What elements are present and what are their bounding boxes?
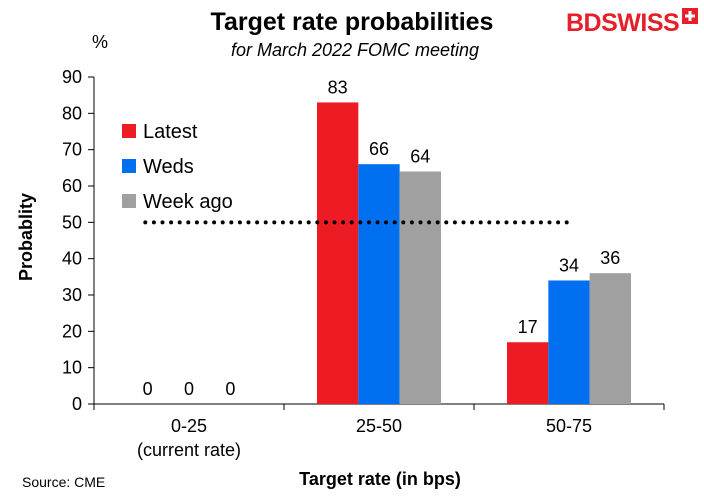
- data-label: 36: [600, 248, 620, 268]
- y-tick-label: 0: [72, 394, 82, 414]
- legend-swatch: [122, 124, 136, 138]
- data-label: 66: [369, 139, 389, 159]
- bar: [548, 280, 590, 404]
- bar: [358, 164, 400, 404]
- y-tick-label: 80: [62, 103, 82, 123]
- x-tick-label: (current rate): [137, 440, 241, 460]
- x-axis-title: Target rate (in bps): [299, 469, 461, 489]
- data-label: 64: [410, 146, 430, 166]
- y-tick-label: 70: [62, 140, 82, 160]
- plus-icon: [682, 8, 698, 24]
- y-axis-title: Probablity: [16, 193, 36, 281]
- y-tick-label: 10: [62, 358, 82, 378]
- legend-label: Latest: [143, 121, 198, 143]
- y-tick-label: 90: [62, 67, 82, 87]
- y-tick-label: 50: [62, 212, 82, 232]
- y-tick-label: 30: [62, 285, 82, 305]
- data-label: 34: [559, 255, 579, 275]
- data-label: 0: [143, 379, 153, 399]
- x-tick-label: 50-75: [546, 416, 592, 436]
- brand-logo: BDSWISS: [566, 8, 698, 38]
- bar: [507, 342, 549, 404]
- y-tick-label: 20: [62, 321, 82, 341]
- legend-swatch: [122, 159, 136, 173]
- bar: [399, 171, 441, 404]
- chart-subtitle: for March 2022 FOMC meeting: [231, 40, 479, 60]
- source-note: Source: CME: [22, 474, 105, 490]
- legend-label: Week ago: [143, 191, 233, 213]
- data-label: 0: [184, 379, 194, 399]
- brand-logo-text: BDSWISS: [566, 9, 680, 37]
- bar: [317, 102, 359, 404]
- bar: [589, 273, 631, 404]
- plot-area: 0 10 20 30 40 50 60 70 80 90 0 0 0 0-25 (current rate)…: [62, 67, 665, 460]
- legend-label: Weds: [143, 156, 194, 178]
- data-label: 0: [225, 379, 235, 399]
- data-label: 83: [328, 77, 348, 97]
- legend-swatch: [122, 194, 136, 208]
- chart-title: Target rate probabilities: [211, 8, 494, 36]
- y-tick-label: 60: [62, 176, 82, 196]
- x-tick-label: 0-25: [171, 416, 207, 436]
- y-tick-label: 40: [62, 249, 82, 269]
- y-unit-label: %: [92, 32, 108, 52]
- data-label: 17: [518, 317, 538, 337]
- x-tick-label: 25-50: [356, 416, 402, 436]
